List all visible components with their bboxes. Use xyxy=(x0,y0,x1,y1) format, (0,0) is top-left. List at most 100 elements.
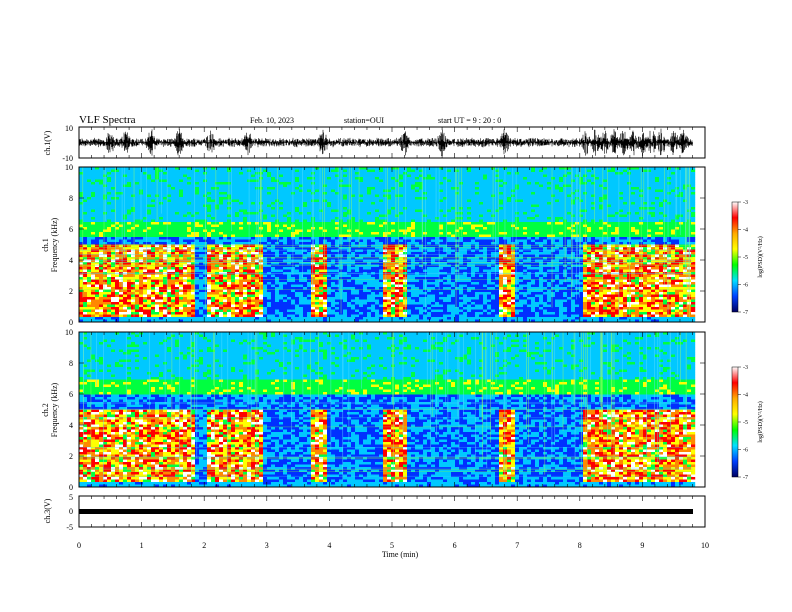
spectrogram-cell xyxy=(199,257,204,260)
spectrogram-cell xyxy=(335,172,340,175)
spectrogram-cell xyxy=(135,189,140,193)
spectrogram-cell xyxy=(231,254,236,258)
spectrogram-cell xyxy=(83,277,88,280)
spectrogram-cell xyxy=(391,174,396,178)
spectrogram-cell xyxy=(103,242,108,245)
spectrogram-cell xyxy=(219,174,224,178)
spectrogram-cell xyxy=(95,222,100,225)
spectrogram-cell xyxy=(283,209,288,213)
spectrogram-cell xyxy=(323,287,328,290)
spectrogram-cell xyxy=(175,212,180,215)
spectrogram-cell xyxy=(363,292,368,295)
spectrogram-cell xyxy=(167,184,172,188)
spectrogram-cell xyxy=(363,177,368,180)
spectrogram-cell xyxy=(387,219,392,223)
spectrogram-cell xyxy=(103,289,108,293)
spectrogram-cell xyxy=(379,217,384,220)
spectrogram-cell xyxy=(243,212,248,215)
spectrogram-cell xyxy=(99,172,104,175)
spectrogram-cell xyxy=(283,177,288,180)
spectrogram-cell xyxy=(227,289,232,293)
spectrogram-cell xyxy=(87,282,92,285)
spectrogram-cell xyxy=(103,259,108,263)
spectrogram-cell xyxy=(131,212,136,215)
spectrogram-cell xyxy=(279,309,284,313)
spectrogram-cell xyxy=(135,314,140,318)
spectrogram-cell xyxy=(203,294,208,298)
spectrogram-cell xyxy=(359,287,364,290)
spectrogram-cell xyxy=(383,264,388,268)
spectrogram-cell xyxy=(183,312,188,315)
spectrogram-cell xyxy=(235,304,240,308)
spectrogram-cell xyxy=(167,259,172,263)
spectrogram-cell xyxy=(95,264,100,268)
spectrogram-cell xyxy=(143,169,148,173)
spectrogram-cell xyxy=(267,307,272,310)
spectrogram-cell xyxy=(359,197,364,200)
spectrogram-cell xyxy=(291,289,296,293)
spectrogram-cell xyxy=(131,277,136,280)
spectrogram-cell xyxy=(223,209,228,213)
spectrogram-cell xyxy=(167,262,172,265)
spectrogram-cell xyxy=(219,307,224,310)
spectrogram-cell xyxy=(91,189,96,193)
spectrogram-cell xyxy=(251,319,256,323)
spectrogram-cell xyxy=(119,312,124,315)
spectrogram-cell xyxy=(103,222,108,225)
spectrogram-cell xyxy=(111,217,116,220)
spectrogram-cell xyxy=(99,199,104,203)
spectrogram-cell xyxy=(131,279,136,283)
spectrogram-cell xyxy=(79,172,84,175)
spectrogram-cell xyxy=(139,259,144,263)
spectrogram-cell xyxy=(279,172,284,175)
spectrogram-cell xyxy=(335,209,340,213)
spectrogram-cell xyxy=(355,309,360,313)
spectrogram-cell xyxy=(107,284,112,288)
spectrogram-cell xyxy=(287,229,292,233)
spectrogram-cell xyxy=(387,207,392,210)
spectrogram-cell xyxy=(183,237,188,240)
spectrogram-cell xyxy=(131,219,136,223)
spectrogram-cell xyxy=(367,297,372,300)
spectrogram-cell xyxy=(299,184,304,188)
spectrogram-cell xyxy=(159,199,164,203)
spectrogram-cell xyxy=(267,169,272,173)
spectrogram-cell xyxy=(83,259,88,263)
spectrogram-cell xyxy=(239,244,244,248)
spectrogram-cell xyxy=(315,207,320,210)
spectrogram-cell xyxy=(351,202,356,205)
spectrogram-cell xyxy=(295,274,300,278)
spectrogram-cell xyxy=(91,187,96,190)
spectrogram-cell xyxy=(123,189,128,193)
spectrogram-cell xyxy=(163,274,168,278)
spectrogram-cell xyxy=(187,239,192,243)
spectrogram-cell xyxy=(363,282,368,285)
spectrogram-cell xyxy=(323,177,328,180)
spectrogram-cell xyxy=(143,204,148,208)
spectrogram-cell xyxy=(319,229,324,233)
spectrogram-cell xyxy=(219,294,224,298)
spectrogram-cell xyxy=(215,294,220,298)
spectrogram-cell xyxy=(103,287,108,290)
spectrogram-cell xyxy=(387,239,392,243)
spectrogram-cell xyxy=(383,237,388,240)
spectrogram-cell xyxy=(323,202,328,205)
spectrogram-cell xyxy=(235,184,240,188)
spectrogram-cell xyxy=(279,254,284,258)
spectrogram-cell xyxy=(279,307,284,310)
spectrogram-cell xyxy=(307,187,312,190)
spectrogram-cell xyxy=(351,259,356,263)
spectrogram-cell xyxy=(251,264,256,268)
spectrogram-cell xyxy=(287,254,292,258)
spectrogram-cell xyxy=(79,307,84,310)
spectrogram-cell xyxy=(343,287,348,290)
spectrogram-cell xyxy=(335,237,340,240)
spectrogram-cell xyxy=(139,317,144,320)
spectrogram-cell xyxy=(223,264,228,268)
spectrogram-cell xyxy=(195,297,200,300)
spectrogram-cell xyxy=(171,232,176,235)
spectrogram-cell xyxy=(107,267,112,270)
spectrogram-cell xyxy=(223,287,228,290)
spectrogram-cell xyxy=(311,234,316,238)
spectrogram-cell xyxy=(351,319,356,323)
